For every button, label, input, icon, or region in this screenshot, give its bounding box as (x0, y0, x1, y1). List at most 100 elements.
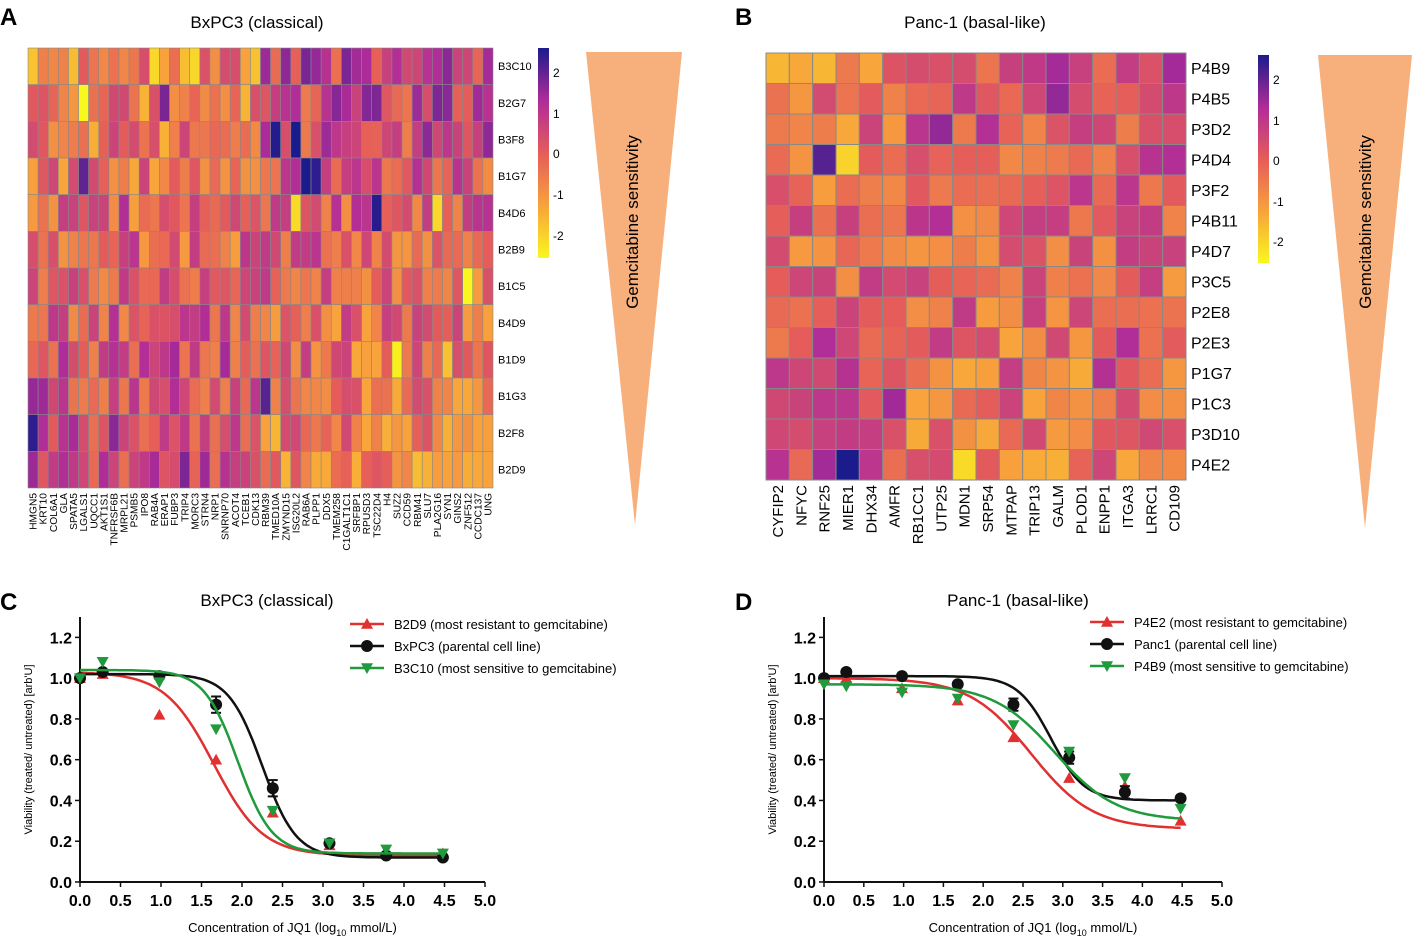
heatmap-cell (928, 357, 954, 389)
heatmap-cell (250, 157, 261, 195)
heatmap-cell (391, 157, 403, 195)
heatmap-cell (250, 231, 261, 269)
legend-marker-triangle-down (1101, 661, 1113, 672)
heatmap-cell (765, 266, 790, 298)
heatmap-cell (108, 304, 120, 342)
heatmap-cell (169, 157, 180, 195)
heatmap-cell (391, 194, 403, 232)
heatmap-cell (401, 451, 413, 489)
heatmap-cell (351, 267, 362, 305)
heatmap-cell (361, 341, 372, 379)
x-tick-label: 3.0 (312, 893, 334, 910)
heatmap-cell (229, 231, 241, 269)
heatmap-cell (250, 377, 261, 415)
heatmap-cell (998, 449, 1024, 481)
heatmap-column-label: TNFRSF6B (109, 493, 120, 546)
heatmap-cell (310, 121, 322, 159)
heatmap-cell (1068, 388, 1094, 420)
data-point-triangle-down (818, 679, 830, 691)
heatmap-cell (88, 341, 100, 379)
heatmap-cell (472, 341, 484, 379)
heatmap-cell (765, 113, 790, 145)
heatmap-cell (149, 231, 160, 269)
heatmap-cell (169, 304, 180, 342)
heatmap-cell (27, 377, 39, 415)
heatmap-cell (1045, 388, 1070, 420)
heatmap-cell (310, 451, 322, 489)
heatmap-cell (341, 267, 352, 305)
heatmap-column-label: DHX34 (863, 485, 880, 533)
heatmap-cell (765, 418, 790, 450)
heatmap-column-label: PLPP1 (312, 493, 323, 525)
heatmap-cell (391, 341, 403, 379)
heatmap-cell (239, 377, 251, 415)
heatmap-cell (290, 47, 302, 85)
heatmap-cell (290, 194, 302, 232)
heatmap-cell (952, 357, 977, 389)
heatmap-cell (858, 266, 884, 298)
heatmap-cell (361, 451, 372, 489)
heatmap-cell (209, 84, 221, 122)
heatmap-cell (765, 83, 790, 115)
heatmap-cell (381, 121, 393, 159)
heatmap-cell (47, 194, 59, 232)
heatmap-cell (270, 84, 282, 122)
heatmap-cell (905, 52, 930, 84)
heatmap-cell (179, 157, 191, 195)
heatmap-column-label: NFYC (793, 485, 810, 526)
heatmap-column-label: TCEB1 (241, 493, 252, 526)
line-chart-c: 0.0 0.5 1.0 1.5 2.0 2.5 3.0 3.5 4.0 4.5 5.0 0.0 0.2 0… (23, 617, 617, 938)
heatmap-cell (159, 47, 170, 85)
x-tick-label: 3.0 (1052, 893, 1074, 910)
heatmap-cell (98, 451, 110, 489)
heatmap-cell (482, 267, 494, 305)
heatmap-cell (149, 414, 160, 452)
heatmap-cell (998, 418, 1024, 450)
heatmap-cell (108, 267, 120, 305)
heatmap-cell (270, 194, 282, 232)
heatmap-cell (149, 304, 160, 342)
heatmap-cell (270, 47, 282, 85)
heatmap-column-label: TRIP13 (1027, 485, 1044, 536)
heatmap-cell (1115, 113, 1140, 145)
heatmap-cell (310, 194, 322, 232)
heatmap-cell (928, 266, 954, 298)
heatmap-cell (300, 47, 312, 85)
heatmap-cell (472, 377, 484, 415)
heatmap-cell (199, 451, 211, 489)
line-chart-d: 0.0 0.5 1.0 1.5 2.0 2.5 3.0 3.5 4.0 4.5 5.0 0.0 0.2 0… (767, 615, 1349, 938)
heatmap-cell (462, 157, 474, 195)
heatmap-cell (78, 267, 89, 305)
y-tick-label: 0.4 (794, 793, 816, 810)
heatmap-column-label: ITGA3 (1120, 485, 1137, 528)
heatmap-cell (68, 267, 79, 305)
heatmap-row-label: P4E2 (1191, 457, 1230, 474)
heatmap-cell (858, 418, 884, 450)
heatmap-cell (905, 357, 930, 389)
heatmap-cell (98, 84, 110, 122)
heatmap-cell (411, 414, 423, 452)
heatmap-cell (1092, 235, 1117, 267)
heatmap-cell (882, 296, 907, 328)
heatmap-cell (381, 157, 393, 195)
heatmap-cell (905, 266, 930, 298)
heatmap-cell (320, 231, 332, 269)
data-point-triangle-up (1174, 814, 1187, 826)
data-point-triangle-down (1007, 720, 1020, 732)
colorbar-b-tick: 2 (1273, 73, 1280, 87)
heatmap-cell (452, 414, 463, 452)
heatmap-row-label: P1G7 (1191, 366, 1232, 383)
heatmap-cell (78, 231, 89, 269)
heatmap-cell (391, 231, 403, 269)
heatmap-cell (928, 52, 954, 84)
heatmap-cell (1022, 144, 1047, 176)
heatmap-row-label: P1C3 (1191, 396, 1231, 413)
heatmap-cell (788, 144, 814, 176)
heatmap-cell (975, 52, 1000, 84)
heatmap-cell (928, 113, 954, 145)
x-tick-label: 1.0 (892, 893, 914, 910)
data-point-triangle-up (153, 708, 166, 720)
heatmap-column-label: GALM (1050, 485, 1067, 528)
heatmap-cell (442, 304, 453, 342)
heatmap-cell (47, 231, 59, 269)
